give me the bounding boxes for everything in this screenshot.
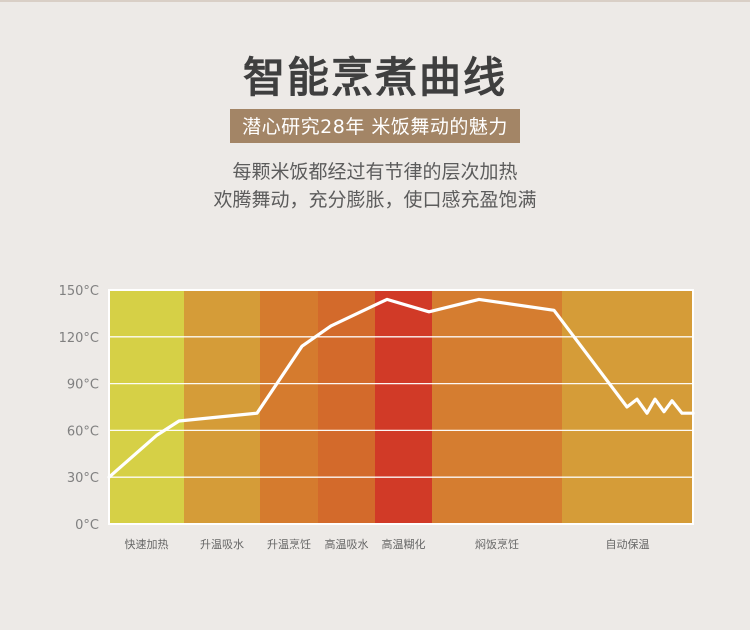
y-tick-label-30: 30°C [67, 471, 99, 486]
temperature-curve-1 [107, 297, 695, 479]
grid-lines [109, 336, 693, 478]
x-axis-categories: 快速加热 升温吸水 升温烹饪 高温吸水 高温糊化 焖饭烹饪 自动保温 [125, 537, 650, 551]
subtitle-text: 潜心研究28年 米饭舞动的魅力 [230, 109, 520, 143]
y-tick-label-90: 90°C [67, 378, 99, 393]
stage-band-2 [184, 290, 260, 524]
description-line-1: 每颗米饭都经过有节律的层次加热 [232, 161, 518, 183]
y-axis-ticks: 150°C 120°C 90°C 60°C 30°C 0°C [59, 284, 99, 533]
stage-band-3 [260, 290, 318, 524]
stage-bands [109, 290, 693, 524]
stage-label-6: 焖饭烹饪 [475, 537, 519, 551]
subtitle-banner: 潜心研究28年 米饭舞动的魅力 [0, 109, 750, 143]
stage-band-1 [109, 290, 184, 524]
stage-label-5: 高温糊化 [382, 537, 426, 551]
stage-label-4: 高温吸水 [325, 537, 369, 551]
plot-frame [108, 289, 694, 525]
curve-layer [107, 297, 695, 479]
stage-label-1: 快速加热 [125, 538, 169, 551]
stage-label-7: 自动保温 [606, 537, 650, 551]
top-rule [0, 0, 750, 2]
stage-band-5 [375, 290, 432, 524]
page-title: 智能烹煮曲线 [242, 53, 507, 102]
stage-label-3: 升温烹饪 [267, 537, 311, 551]
y-tick-label-120: 120°C [59, 331, 99, 346]
stage-label-2: 升温吸水 [200, 538, 244, 551]
description-line-2: 欢腾舞动，充分膨胀，使口感充盈饱满 [213, 189, 537, 211]
plot-border [108, 289, 694, 525]
stage-band-6 [432, 290, 562, 524]
y-tick-label-60: 60°C [67, 424, 99, 439]
y-tick-label-0: 0°C [75, 518, 99, 533]
y-tick-label-150: 150°C [59, 284, 99, 299]
stage-band-4 [318, 290, 375, 524]
